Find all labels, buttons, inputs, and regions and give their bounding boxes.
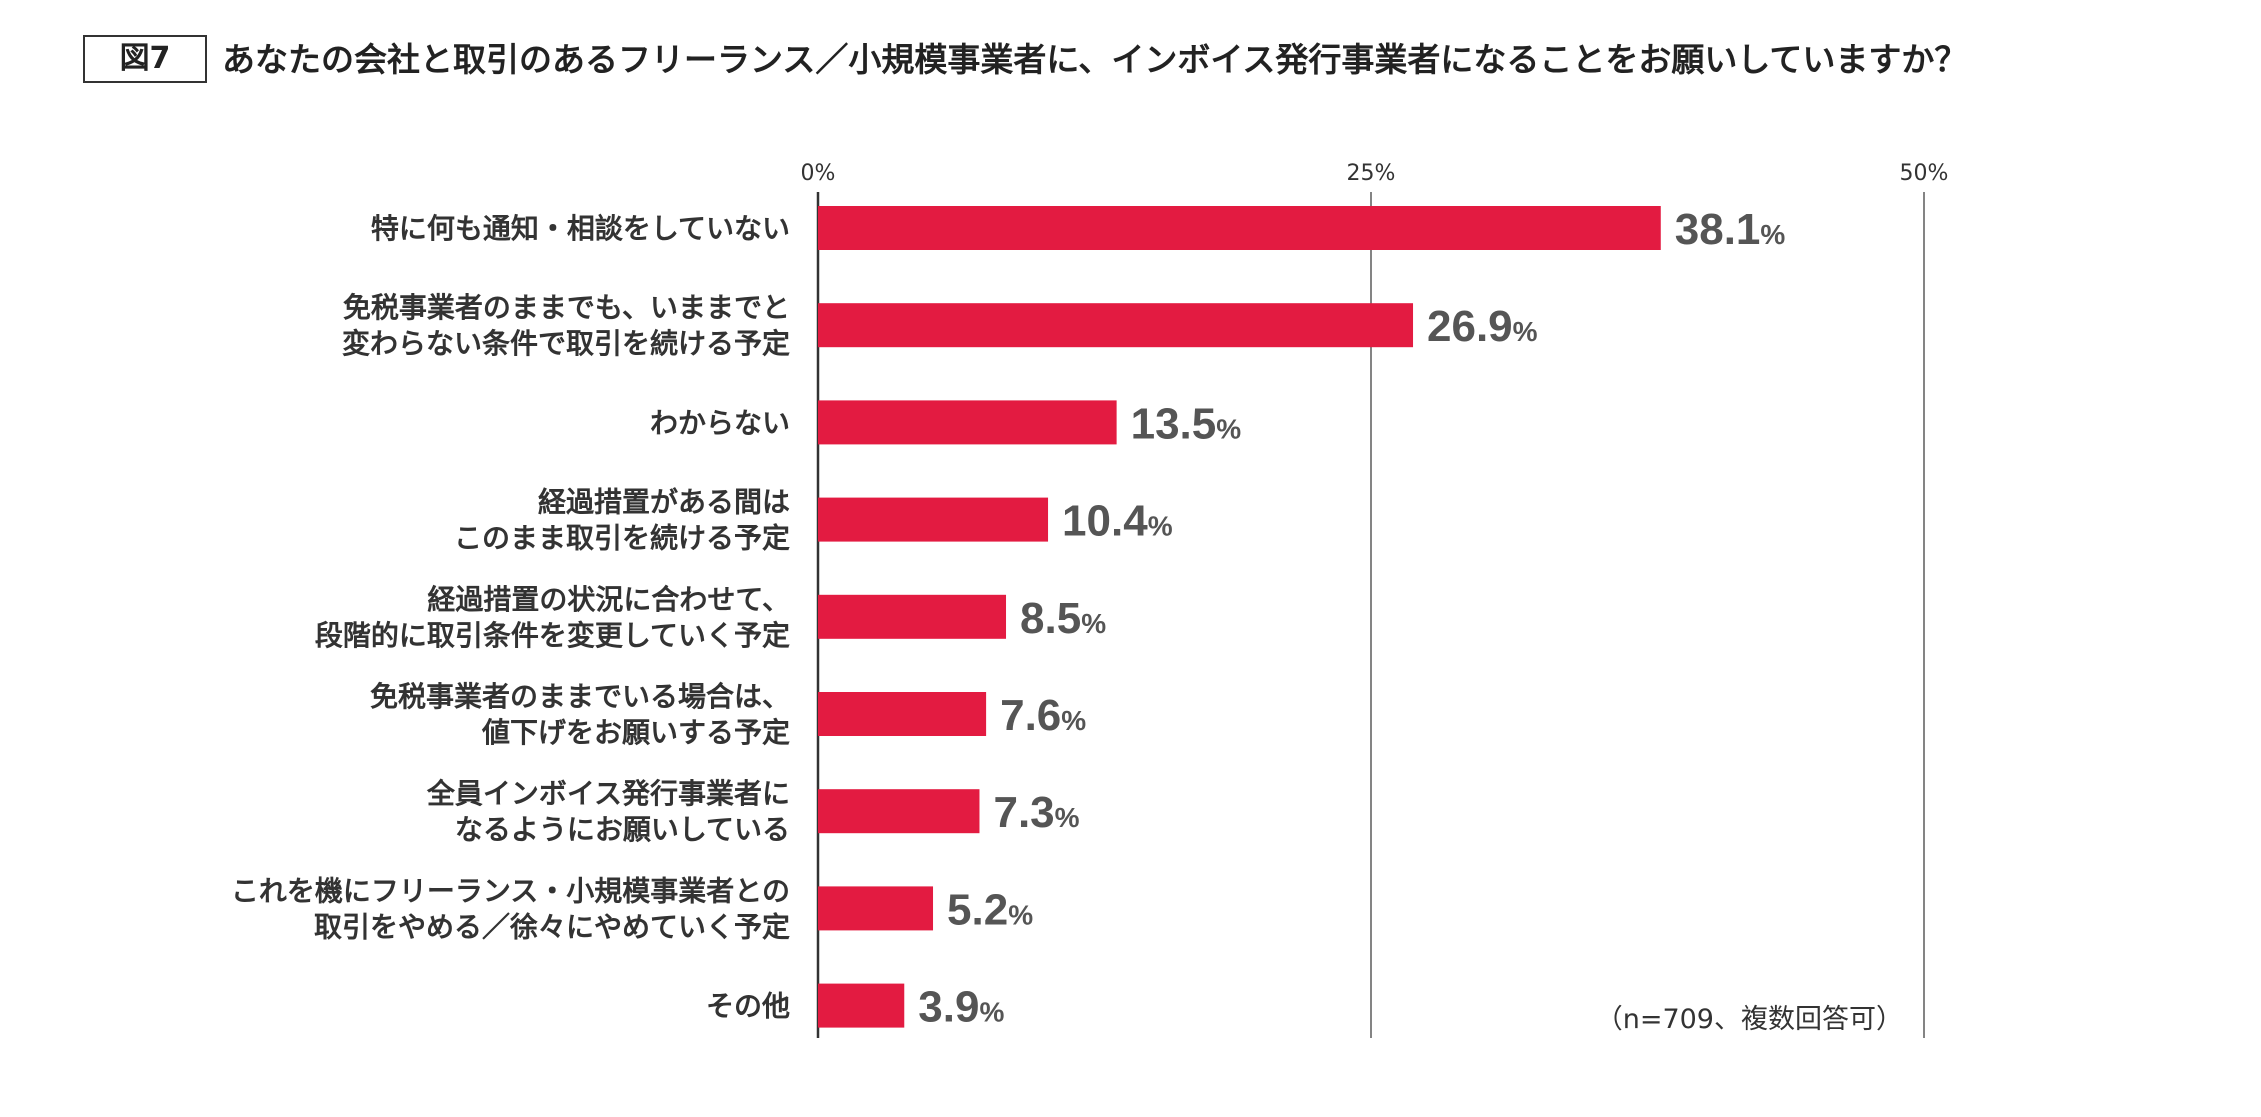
category-label: 免税事業者のままでいる場合は、値下げをお願いする予定 — [370, 680, 790, 749]
category-label: 経過措置がある間はこのまま取引を続ける予定 — [454, 486, 790, 555]
bars — [818, 206, 1661, 1028]
value-label: 5.2% — [947, 885, 1033, 934]
category-label: 全員インボイス発行事業者になるようにお願いしている — [426, 777, 790, 846]
bar — [818, 206, 1661, 250]
bar — [818, 886, 934, 931]
bar — [818, 400, 1117, 445]
value-label: 38.1% — [1675, 205, 1786, 254]
bar — [818, 983, 905, 1028]
tick-label: 25% — [1347, 161, 1396, 186]
tick-labels: 0% 25% 50% — [801, 161, 1949, 186]
value-label: 7.3% — [993, 788, 1079, 837]
bar — [818, 594, 1007, 639]
category-label: わからない — [650, 406, 790, 439]
value-label: 7.6% — [1000, 691, 1086, 740]
value-labels: 38.1% 26.9% 13.5% 10.4% 8.5% 7.6% 7.3% 5.2% 3.9% — [918, 205, 1785, 1032]
value-label: 8.5% — [1020, 594, 1106, 643]
bar — [818, 789, 980, 834]
category-label: 経過措置の状況に合わせて、段階的に取引条件を変更していく予定 — [315, 583, 790, 652]
bar — [818, 303, 1414, 348]
category-label: 特に何も通知・相談をしていない — [371, 212, 790, 245]
category-label: その他 — [706, 990, 790, 1023]
bar — [818, 497, 1049, 542]
value-label: 13.5% — [1131, 399, 1242, 448]
value-label: 10.4% — [1062, 497, 1173, 546]
category-label: 免税事業者のままでも、いままでと変わらない条件で取引を続ける予定 — [342, 291, 790, 360]
category-label: これを機にフリーランス・小規模事業者との取引をやめる／徐々にやめていく予定 — [231, 874, 790, 943]
tick-label: 50% — [1900, 161, 1949, 186]
bar — [818, 692, 987, 736]
figure-label: 図7 — [83, 35, 207, 83]
category-labels: 特に何も通知・相談をしていない免税事業者のままでも、いままでと変わらない条件で取… — [231, 212, 790, 1023]
value-label: 3.9% — [918, 983, 1004, 1032]
sample-note: （n=709、複数回答可） — [1595, 1004, 1903, 1035]
value-label: 26.9% — [1427, 302, 1538, 351]
tick-label: 0% — [801, 161, 836, 186]
chart-title: あなたの会社と取引のあるフリーランス／小規模事業者に、インボイス発行事業者になる… — [222, 40, 1968, 79]
